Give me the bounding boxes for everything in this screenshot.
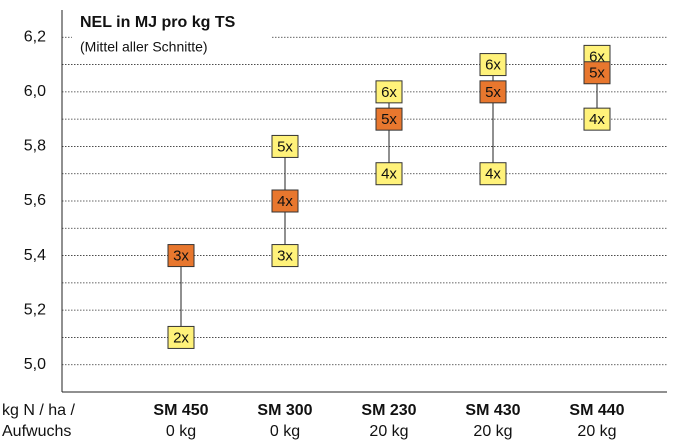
point-box bbox=[479, 80, 507, 104]
point-box bbox=[375, 80, 403, 104]
point-box bbox=[271, 244, 299, 268]
x-tick-sublabel: 20 kg bbox=[577, 423, 616, 440]
point-label: 5x bbox=[381, 111, 397, 128]
point-box bbox=[167, 244, 195, 268]
x-axis-label: kg N / ha / bbox=[2, 402, 75, 419]
y-tick-label: 5,4 bbox=[24, 247, 46, 264]
y-tick-label: 6,0 bbox=[24, 83, 46, 100]
point-box bbox=[583, 61, 611, 85]
point-label: 5x bbox=[589, 65, 605, 82]
y-tick-label: 5,0 bbox=[24, 356, 46, 373]
x-tick-label: SM 430 bbox=[465, 402, 520, 419]
point-label: 4x bbox=[277, 193, 293, 210]
y-tick-label: 5,8 bbox=[24, 138, 46, 155]
x-tick-sublabel: 20 kg bbox=[473, 423, 512, 440]
point-label: 4x bbox=[589, 111, 605, 128]
point-label: 3x bbox=[277, 248, 293, 265]
point-box bbox=[479, 53, 507, 77]
point-box bbox=[271, 134, 299, 158]
x-tick-sublabel: 0 kg bbox=[166, 423, 196, 440]
point-box bbox=[375, 107, 403, 131]
point-box bbox=[167, 325, 195, 349]
point-label: 2x bbox=[173, 329, 189, 346]
point-box bbox=[375, 162, 403, 186]
point-label: 6x bbox=[589, 48, 605, 65]
title-background bbox=[72, 12, 272, 64]
y-tick-label: 6,2 bbox=[24, 29, 46, 46]
point-box bbox=[271, 189, 299, 213]
chart-title: NEL in MJ pro kg TS bbox=[80, 14, 236, 31]
point-label: 4x bbox=[381, 166, 397, 183]
chart-subtitle: (Mittel aller Schnitte) bbox=[80, 39, 208, 55]
point-label: 5x bbox=[485, 84, 501, 101]
point-box bbox=[479, 162, 507, 186]
x-tick-label: SM 450 bbox=[153, 402, 208, 419]
y-tick-label: 5,2 bbox=[24, 301, 46, 318]
x-tick-label: SM 230 bbox=[361, 402, 416, 419]
y-tick-label: 5,6 bbox=[24, 192, 46, 209]
x-tick-label: SM 440 bbox=[569, 402, 624, 419]
x-tick-label: SM 300 bbox=[257, 402, 312, 419]
point-label: 6x bbox=[381, 84, 397, 101]
point-label: 5x bbox=[277, 138, 293, 155]
point-box bbox=[583, 107, 611, 131]
point-label: 4x bbox=[485, 166, 501, 183]
x-axis-label: Aufwuchs bbox=[2, 423, 71, 440]
x-tick-sublabel: 0 kg bbox=[270, 423, 300, 440]
x-tick-sublabel: 20 kg bbox=[369, 423, 408, 440]
grid bbox=[62, 36, 667, 366]
point-label: 3x bbox=[173, 248, 189, 265]
point-label: 6x bbox=[485, 57, 501, 74]
